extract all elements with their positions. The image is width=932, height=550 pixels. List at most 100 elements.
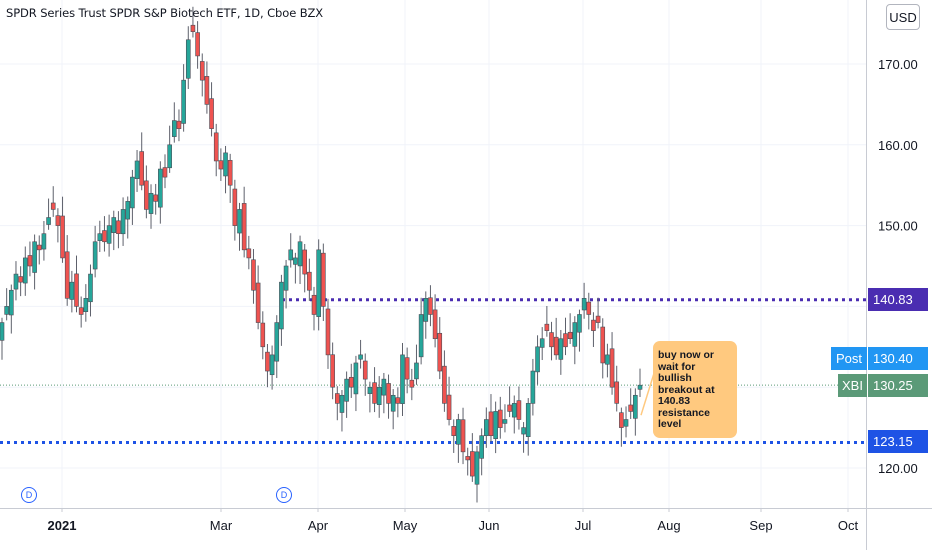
candle-body: [50, 202, 56, 210]
candle-body: [116, 220, 121, 234]
candle-body: [325, 308, 331, 356]
dividend-icon[interactable]: D: [276, 487, 292, 503]
candle-body: [381, 378, 387, 396]
y-tick-label: 170.00: [878, 57, 918, 72]
candle-body: [190, 24, 196, 32]
candle-body: [549, 332, 554, 348]
candle-body: [591, 319, 596, 331]
candle-body: [237, 209, 242, 234]
candle-body: [497, 409, 503, 428]
candle-body: [32, 241, 37, 273]
dividend-icon[interactable]: D: [21, 487, 37, 503]
candle-body: [353, 362, 359, 395]
candle-body: [134, 160, 140, 179]
candle-body: [511, 403, 517, 418]
candle-body: [404, 357, 410, 380]
candle-body: [530, 370, 536, 404]
candle-body: [227, 160, 233, 186]
candle-body: [488, 411, 494, 436]
last-price: 130.25: [868, 374, 928, 397]
candle-body: [577, 314, 582, 333]
candle-body: [390, 394, 396, 412]
candle-body: [321, 252, 326, 307]
candle-body: [279, 281, 284, 330]
candle-body: [195, 32, 200, 57]
candle-body: [158, 168, 163, 208]
post-market-label: Post: [831, 347, 867, 370]
candle-body: [83, 298, 89, 312]
candle-body: [428, 297, 433, 315]
annotation-note[interactable]: buy now or wait for bullish breakout at …: [653, 341, 737, 438]
candle-body: [493, 411, 498, 440]
y-tick-label: 120.00: [878, 461, 918, 476]
candle-body: [558, 338, 564, 360]
candle-body: [414, 362, 419, 380]
candle-body: [535, 346, 540, 373]
candle-body: [199, 61, 205, 81]
candle-body: [344, 378, 349, 402]
candle-body: [432, 309, 438, 340]
candle-body: [181, 79, 186, 124]
candle-body: [633, 394, 638, 419]
candle-body: [362, 360, 368, 380]
candle-body: [283, 265, 289, 291]
candle-body: [46, 217, 51, 225]
candle-body: [60, 215, 65, 259]
candle-body: [581, 298, 587, 311]
candle-body: [437, 332, 443, 372]
candle-body: [176, 120, 182, 129]
candle-body: [41, 233, 47, 250]
candle-body: [460, 419, 466, 453]
candle-body: [144, 180, 149, 210]
candle-body: [334, 393, 340, 404]
candle-body: [470, 451, 475, 477]
candle-body: [27, 255, 33, 267]
candle-body: [167, 144, 172, 169]
candle-body: [451, 426, 457, 436]
candle-body: [307, 271, 312, 291]
candle-body: [139, 151, 145, 186]
candle-body: [339, 394, 345, 413]
candle-body: [507, 404, 512, 412]
candle-body: [442, 365, 447, 404]
candle-body: [293, 257, 298, 265]
y-tick-label: 160.00: [878, 138, 918, 153]
candle-body: [106, 225, 112, 244]
candle-body: [479, 435, 484, 459]
candle-body: [0, 322, 5, 341]
x-tick-label: Mar: [210, 518, 233, 533]
candle-body: [609, 348, 615, 388]
candle-body: [64, 251, 70, 299]
candle-body: [418, 314, 424, 358]
candle-body: [567, 331, 573, 340]
candle-body: [572, 322, 578, 347]
candle-body: [586, 301, 592, 315]
candle-body: [241, 203, 247, 251]
candle-body: [409, 379, 415, 388]
candle-body: [288, 249, 294, 261]
symbol-label: XBI: [838, 374, 867, 397]
candle-body: [311, 294, 317, 315]
x-tick-label: May: [393, 518, 418, 533]
candle-body: [9, 289, 14, 316]
currency-button[interactable]: USD: [886, 4, 920, 30]
candle-body: [78, 307, 84, 315]
candle-body: [619, 412, 624, 428]
candle-body: [74, 273, 79, 307]
candle-body: [400, 354, 405, 404]
x-tick-label: Jun: [479, 518, 500, 533]
candle-body: [563, 333, 568, 348]
candle-body: [153, 194, 158, 202]
candle-body: [111, 217, 117, 233]
candle-body: [251, 259, 256, 291]
candle-body: [172, 120, 177, 137]
candle-body: [297, 241, 303, 267]
x-tick-label: Jul: [575, 518, 592, 533]
candle-body: [269, 354, 275, 376]
candle-body: [213, 132, 219, 162]
candle-body: [516, 400, 522, 420]
candle-body: [36, 244, 42, 251]
support-price-label: 123.15: [868, 430, 928, 453]
candle-body: [446, 394, 452, 420]
